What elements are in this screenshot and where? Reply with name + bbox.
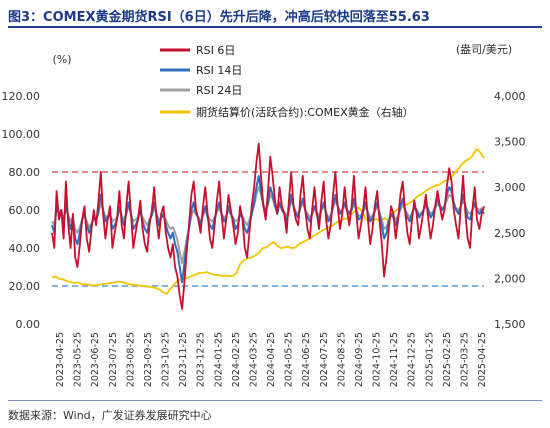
x-tick-label: 2024-08-25 [336,332,347,387]
x-tick-label: 2023-09-25 [143,332,154,387]
x-tick-label: 2023-06-25 [90,332,101,387]
x-tick-label: 2025-01-25 [424,332,435,387]
x-tick-label: 2024-04-25 [266,332,277,387]
right-tick-label: 3,500 [494,136,526,149]
legend-label-rsi24: RSI 24日 [196,84,242,97]
left-tick-label: 100.00 [2,128,41,141]
x-tick-label: 2024-07-25 [319,332,330,387]
legend-label-rsi6: RSI 6日 [196,44,235,57]
x-tick-label: 2023-05-25 [73,332,84,387]
x-tick-label: 2024-10-25 [372,332,383,387]
x-tick-label: 2024-02-25 [231,332,242,387]
series-gold [51,147,485,295]
left-tick-label: 60.00 [9,204,41,217]
right-tick-label: 2,000 [494,272,526,285]
x-tick-label: 2024-01-25 [213,332,224,387]
x-tick-label: 2024-09-25 [354,332,365,387]
series-rsi6 [51,142,485,310]
left-tick-label: 120.00 [2,90,41,103]
x-tick-label: 2023-11-25 [178,332,189,387]
left-axis-unit: (%) [52,53,71,66]
x-tick-label: 2023-10-25 [161,332,172,387]
figure-title: 图3：COMEX黄金期货RSI（6日）先升后降，冲高后较快回落至55.63 [8,10,430,25]
source-rule [8,400,542,401]
right-tick-label: 4,000 [494,90,526,103]
right-tick-label: 2,500 [494,227,526,240]
x-tick-label: 2024-11-25 [389,332,400,387]
left-tick-label: 20.00 [9,280,41,293]
x-tick-label: 2023-08-25 [125,332,136,387]
x-tick-label: 2024-05-25 [284,332,295,387]
x-tick-label: 2024-12-25 [407,332,418,387]
source-note: 数据来源：Wind，广发证券发展研究中心 [8,409,212,422]
title-rule [8,26,542,28]
x-tick-label: 2024-06-25 [301,332,312,387]
left-tick-label: 40.00 [9,242,41,255]
x-tick-label: 2023-12-25 [196,332,207,387]
right-tick-label: 1,500 [494,318,526,331]
x-tick-label: 2025-04-25 [477,332,488,387]
legend-label-rsi14: RSI 14日 [196,64,242,77]
right-axis-unit: (盎司/美元) [456,42,512,56]
x-tick-label: 2025-03-25 [459,332,470,387]
x-tick-label: 2023-04-25 [55,332,66,387]
x-tick-label: 2023-07-25 [108,332,119,387]
right-tick-label: 3,000 [494,181,526,194]
left-tick-label: 0.00 [16,318,41,331]
legend-label-gold: 期货结算价(活跃合约):COMEX黄金（右轴） [196,105,414,119]
x-tick-label: 2024-03-25 [248,332,259,387]
left-tick-label: 80.00 [9,166,41,179]
x-tick-label: 2025-02-25 [442,332,453,387]
